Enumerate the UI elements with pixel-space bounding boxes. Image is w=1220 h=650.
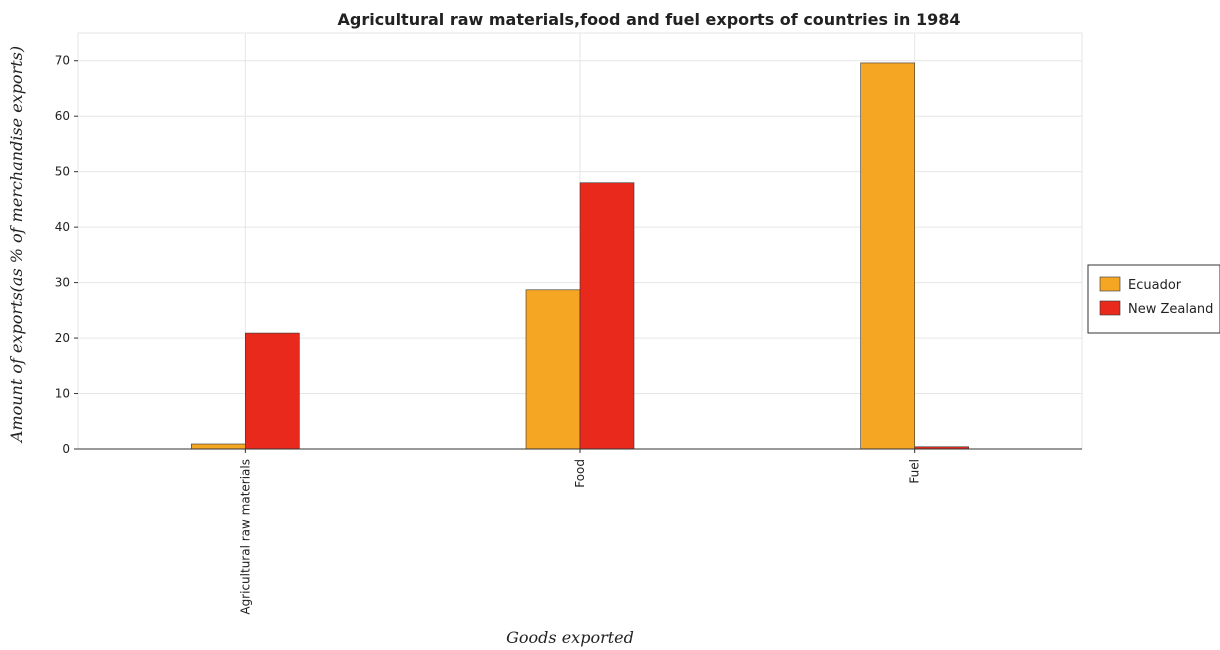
y-tick-label: 20 xyxy=(55,331,70,345)
bar-ecuador xyxy=(191,443,246,450)
y-tick-label: 10 xyxy=(55,387,70,401)
bar-ecuador xyxy=(525,289,581,450)
bar-new-zealand xyxy=(579,182,635,450)
y-tick-label: 60 xyxy=(55,109,70,123)
x-tick-label: Food xyxy=(573,459,587,488)
legend-swatch xyxy=(1099,276,1121,292)
y-ticks: 0 10 20 30 40 50 60 70 xyxy=(55,54,78,456)
bar-ecuador xyxy=(860,62,915,450)
x-tick-label: Agricultural raw materials xyxy=(238,459,252,615)
legend-swatch xyxy=(1099,300,1121,316)
x-tick-label: Fuel xyxy=(908,459,922,484)
legend: Ecuador New Zealand xyxy=(1087,264,1220,334)
y-tick-label: 30 xyxy=(55,276,70,290)
x-axis-label: Goods exported xyxy=(506,628,634,647)
bars xyxy=(191,62,969,450)
y-axis-label: Amount of exports(as % of merchandise ex… xyxy=(7,46,26,444)
legend-box xyxy=(1087,264,1220,334)
legend-label: New Zealand xyxy=(1128,302,1213,317)
bar-new-zealand xyxy=(245,332,300,450)
y-tick-label: 0 xyxy=(62,442,70,456)
legend-label: Ecuador xyxy=(1128,278,1182,293)
x-ticks: Agricultural raw materials Food Fuel xyxy=(238,449,922,615)
y-tick-label: 40 xyxy=(55,220,70,234)
y-tick-label: 50 xyxy=(55,165,70,179)
y-tick-label: 70 xyxy=(55,54,70,68)
chart-title: Agricultural raw materials,food and fuel… xyxy=(337,10,960,29)
